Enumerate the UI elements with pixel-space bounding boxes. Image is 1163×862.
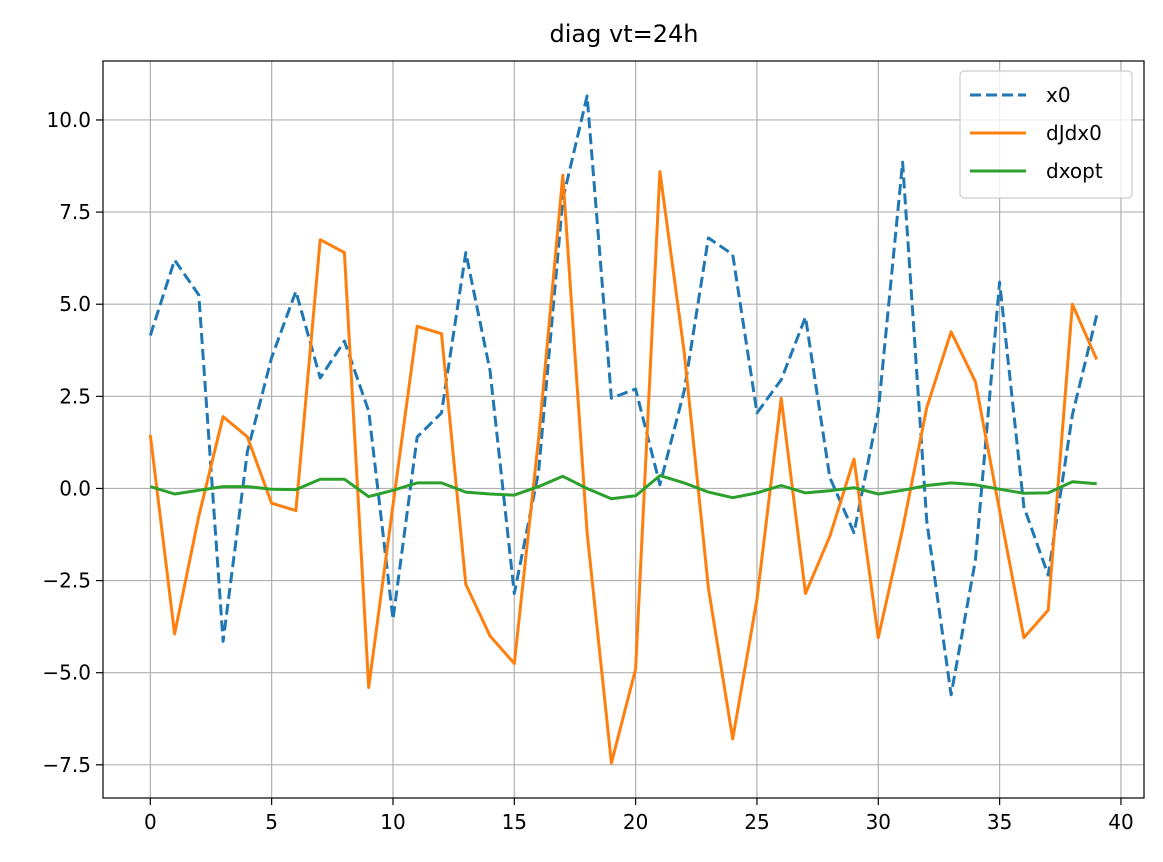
axis-ticks: 0 5 10 15 20 25 30 35 40 −7.5 −5.0 −2.5 0.0 2.5 5.0 7.5…	[42, 108, 1133, 834]
legend-label: x0	[1046, 83, 1071, 107]
y-tick-label: 2.5	[59, 384, 91, 408]
x-tick-label: 10	[380, 810, 405, 834]
x-tick-label: 35	[987, 810, 1012, 834]
legend-label: dJdx0	[1046, 121, 1102, 145]
x-tick-label: 20	[623, 810, 648, 834]
series-lines	[148, 94, 1099, 765]
legend: x0 dJdx0 dxopt	[959, 70, 1133, 199]
y-tick-label: 5.0	[59, 292, 91, 316]
series-line-x0	[148, 94, 1099, 697]
y-tick-label: −7.5	[42, 753, 91, 777]
x-tick-label: 25	[744, 810, 769, 834]
series-line-dxopt	[149, 474, 1097, 501]
chart-title: diag vt=24h	[550, 20, 699, 48]
x-tick-label: 5	[265, 810, 278, 834]
y-tick-label: 0.0	[59, 476, 91, 500]
series-line-dJdx0	[148, 170, 1099, 765]
x-tick-label: 30	[866, 810, 891, 834]
y-tick-label: −5.0	[42, 661, 91, 685]
y-tick-label: 7.5	[59, 200, 91, 224]
x-tick-label: 40	[1108, 810, 1133, 834]
legend-box	[959, 70, 1133, 199]
y-tick-label: 10.0	[46, 108, 91, 132]
plot-frame	[102, 60, 1145, 799]
grid-lines	[103, 61, 1144, 798]
x-tick-label: 0	[144, 810, 157, 834]
legend-label: dxopt	[1046, 159, 1103, 183]
y-tick-label: −2.5	[42, 569, 91, 593]
x-tick-label: 15	[502, 810, 527, 834]
